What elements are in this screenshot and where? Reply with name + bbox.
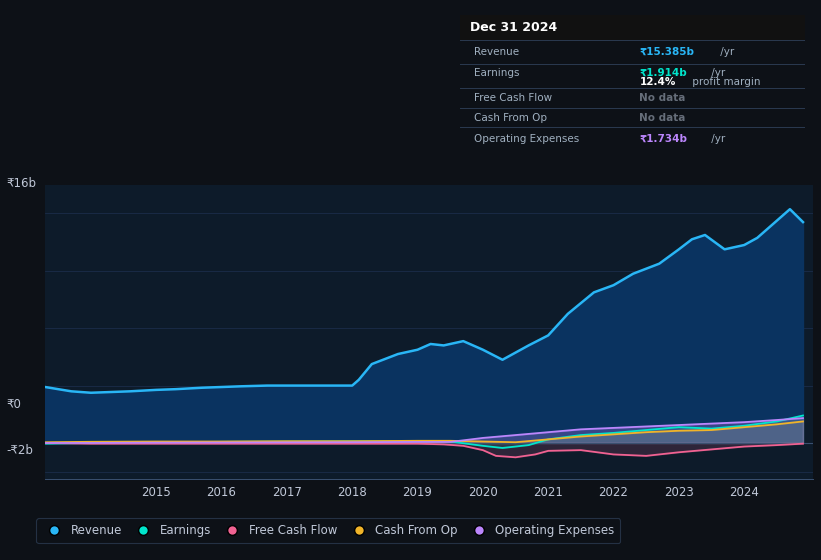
Text: /yr: /yr	[708, 68, 725, 78]
Text: Free Cash Flow: Free Cash Flow	[474, 94, 552, 103]
Text: No data: No data	[640, 94, 686, 103]
Text: ₹0: ₹0	[7, 398, 21, 411]
Text: Cash From Op: Cash From Op	[474, 113, 547, 123]
Text: ₹1.914b: ₹1.914b	[640, 68, 687, 78]
Text: Dec 31 2024: Dec 31 2024	[470, 21, 557, 34]
Text: ₹1.734b: ₹1.734b	[640, 134, 687, 144]
Text: ₹16b: ₹16b	[7, 177, 37, 190]
Text: /yr: /yr	[718, 47, 735, 57]
Text: Earnings: Earnings	[474, 68, 520, 78]
Text: -₹2b: -₹2b	[7, 444, 34, 458]
Text: /yr: /yr	[708, 134, 725, 144]
Text: 12.4%: 12.4%	[640, 77, 676, 87]
Text: Operating Expenses: Operating Expenses	[474, 134, 579, 144]
Text: profit margin: profit margin	[690, 77, 761, 87]
Text: ₹15.385b: ₹15.385b	[640, 47, 695, 57]
Legend: Revenue, Earnings, Free Cash Flow, Cash From Op, Operating Expenses: Revenue, Earnings, Free Cash Flow, Cash …	[36, 518, 621, 543]
Bar	[460, 15, 805, 40]
Text: Revenue: Revenue	[474, 47, 519, 57]
Text: No data: No data	[640, 113, 686, 123]
